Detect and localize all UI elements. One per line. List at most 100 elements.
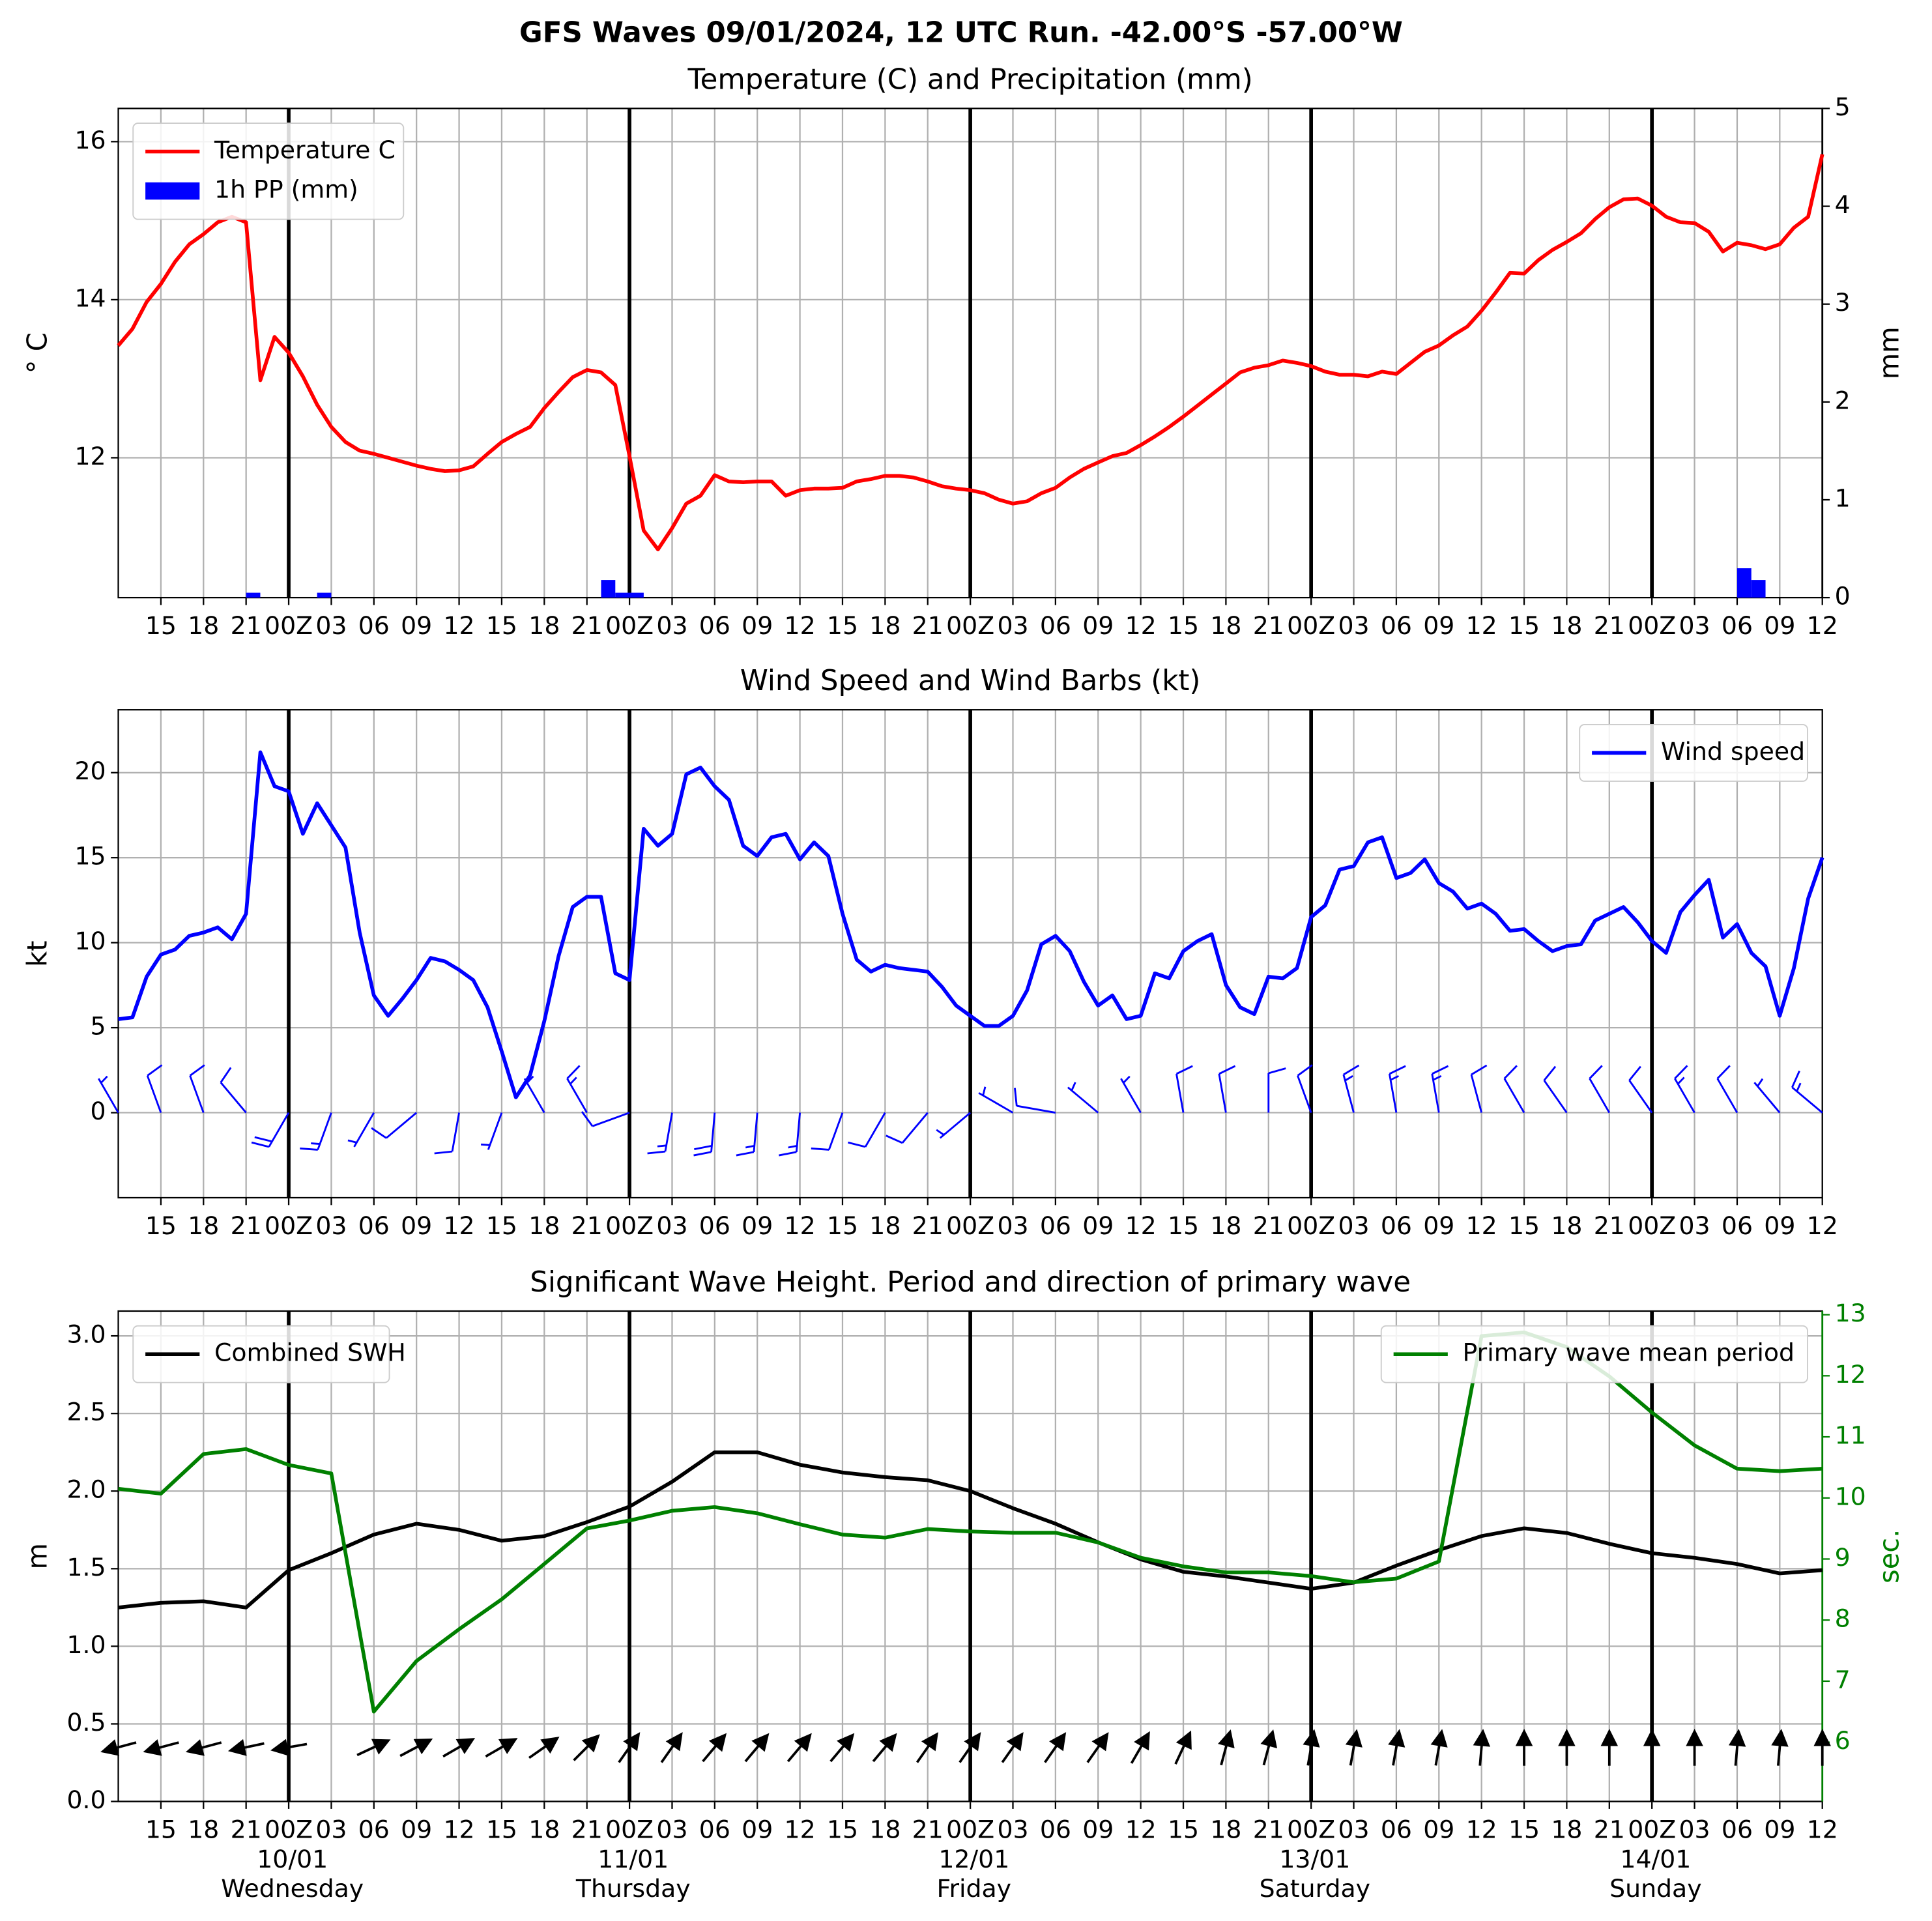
wind-barb bbox=[1297, 1064, 1313, 1114]
x-tick-label: 15 bbox=[1508, 611, 1540, 640]
arrow-head bbox=[413, 1739, 433, 1755]
wind-barb bbox=[1389, 1065, 1406, 1113]
x-tick-label: 03 bbox=[1679, 611, 1710, 640]
arrow-head bbox=[100, 1739, 120, 1756]
y-tick-label: 2.5 bbox=[66, 1398, 106, 1426]
x-tick-label: 18 bbox=[1210, 611, 1241, 640]
x-tick-label: 06 bbox=[1722, 1815, 1753, 1843]
y2-tick-label: 10 bbox=[1835, 1482, 1866, 1510]
x-tick-label: 00Z bbox=[265, 611, 313, 640]
arrow-head bbox=[921, 1732, 939, 1752]
wind-barb bbox=[936, 1112, 972, 1139]
x-tick-label: 12 bbox=[1466, 1815, 1497, 1843]
x-tick-label: 18 bbox=[1551, 1815, 1582, 1843]
wave-arrow bbox=[1388, 1729, 1406, 1766]
wave-arrow bbox=[1218, 1729, 1235, 1766]
wave-arrow bbox=[829, 1733, 855, 1763]
wave-arrow bbox=[1558, 1729, 1576, 1766]
x-tick-label: 15 bbox=[1168, 1815, 1199, 1843]
y2-tick-label: 5 bbox=[1835, 93, 1851, 121]
panel-title: Significant Wave Height. Period and dire… bbox=[530, 1266, 1411, 1299]
x-tick-label: 18 bbox=[869, 1211, 901, 1240]
legend-label: Temperature C bbox=[214, 136, 396, 164]
y-tick-label: 1.5 bbox=[66, 1553, 106, 1582]
x-tick-label: 15 bbox=[827, 611, 858, 640]
arrow-head bbox=[1728, 1729, 1746, 1747]
x-tick-label: 12 bbox=[785, 1815, 816, 1843]
y2-tick-label: 6 bbox=[1835, 1726, 1851, 1755]
arrow-head bbox=[837, 1733, 855, 1752]
x-tick-label: 03 bbox=[315, 611, 347, 640]
arrow-head bbox=[455, 1738, 476, 1754]
x-tick-label: 00Z bbox=[605, 611, 654, 640]
x-tick-label: 09 bbox=[1082, 1211, 1114, 1240]
x-tick-label: 03 bbox=[656, 1815, 687, 1843]
x-tick-label: 15 bbox=[145, 1211, 177, 1240]
x-tick-label: 18 bbox=[869, 1815, 901, 1843]
wave-arrow bbox=[528, 1737, 560, 1759]
x-tick-label: 15 bbox=[1508, 1211, 1540, 1240]
x-tick-label: 18 bbox=[1210, 1815, 1241, 1843]
x-tick-label: 06 bbox=[1722, 611, 1753, 640]
wind-barb bbox=[1470, 1064, 1488, 1113]
x-tick-label: 09 bbox=[1423, 1815, 1454, 1843]
x-tick-label: 06 bbox=[1381, 611, 1412, 640]
arrow-head bbox=[1303, 1729, 1320, 1748]
x-tick-label: 12 bbox=[1125, 611, 1157, 640]
wind-barb bbox=[581, 1111, 630, 1127]
wind-barb bbox=[1753, 1078, 1781, 1114]
wave-arrow bbox=[1643, 1729, 1661, 1766]
wave-arrow bbox=[227, 1739, 265, 1756]
wave-arrow bbox=[1686, 1729, 1703, 1766]
x-tick-label: 03 bbox=[315, 1211, 347, 1240]
x-tick-label: 21 bbox=[1253, 1211, 1284, 1240]
x-tick-label: 09 bbox=[1764, 1211, 1795, 1240]
arrow-head bbox=[794, 1733, 812, 1752]
x-tick-label: 09 bbox=[1764, 1815, 1795, 1843]
wind-barb bbox=[1120, 1075, 1142, 1114]
y-tick-label: 2.0 bbox=[66, 1475, 106, 1504]
x-tick-label: 15 bbox=[1168, 1211, 1199, 1240]
arrow-head bbox=[665, 1732, 683, 1752]
x-tick-label: 18 bbox=[1210, 1211, 1241, 1240]
y-tick-label: 0.0 bbox=[66, 1785, 106, 1814]
x-tick-label: 15 bbox=[145, 1815, 177, 1843]
x-tick-label: 00Z bbox=[1287, 1211, 1335, 1240]
weekday-label: Thursday bbox=[575, 1874, 691, 1903]
x-tick-label: 18 bbox=[188, 1815, 219, 1843]
x-tick-label: 06 bbox=[1722, 1211, 1753, 1240]
main-title: GFS Waves 09/01/2024, 12 UTC Run. -42.00… bbox=[519, 16, 1403, 49]
wave-arrow bbox=[143, 1739, 179, 1756]
wave-arrow bbox=[959, 1732, 981, 1763]
x-tick-label: 06 bbox=[1040, 611, 1071, 640]
y2-tick-label: 9 bbox=[1835, 1543, 1851, 1572]
arrow-head bbox=[143, 1739, 162, 1756]
wave-arrow bbox=[744, 1733, 770, 1763]
weekday-label: Friday bbox=[937, 1874, 1012, 1903]
wave-arrow bbox=[485, 1738, 518, 1758]
x-tick-label: 03 bbox=[656, 611, 687, 640]
panel-title: Temperature (C) and Precipitation (mm) bbox=[687, 63, 1252, 96]
arrow-head bbox=[1600, 1729, 1619, 1746]
wind-barb bbox=[300, 1112, 332, 1151]
wave-arrow bbox=[1813, 1729, 1831, 1766]
y-tick-label: 5 bbox=[91, 1012, 106, 1041]
legend-label: Primary wave mean period bbox=[1463, 1338, 1795, 1367]
x-tick-label: 21 bbox=[231, 1815, 262, 1843]
arrow-head bbox=[1515, 1729, 1533, 1746]
series-line bbox=[117, 154, 1824, 552]
wind-barb bbox=[811, 1112, 844, 1151]
arrow-head bbox=[1558, 1729, 1576, 1746]
x-tick-label: 12 bbox=[444, 611, 475, 640]
x-tick-label: 06 bbox=[699, 1815, 730, 1843]
x-tick-label: 00Z bbox=[1628, 1211, 1676, 1240]
wind-barb bbox=[146, 1064, 163, 1114]
date-label: 14/01 bbox=[1620, 1845, 1691, 1873]
wind-barb bbox=[98, 1075, 119, 1114]
x-tick-label: 09 bbox=[1764, 611, 1795, 640]
x-tick-label: 00Z bbox=[946, 611, 994, 640]
arrow-head bbox=[1091, 1732, 1109, 1752]
x-tick-label: 06 bbox=[358, 611, 390, 640]
x-tick-label: 15 bbox=[1168, 611, 1199, 640]
arrow-head bbox=[227, 1739, 247, 1756]
